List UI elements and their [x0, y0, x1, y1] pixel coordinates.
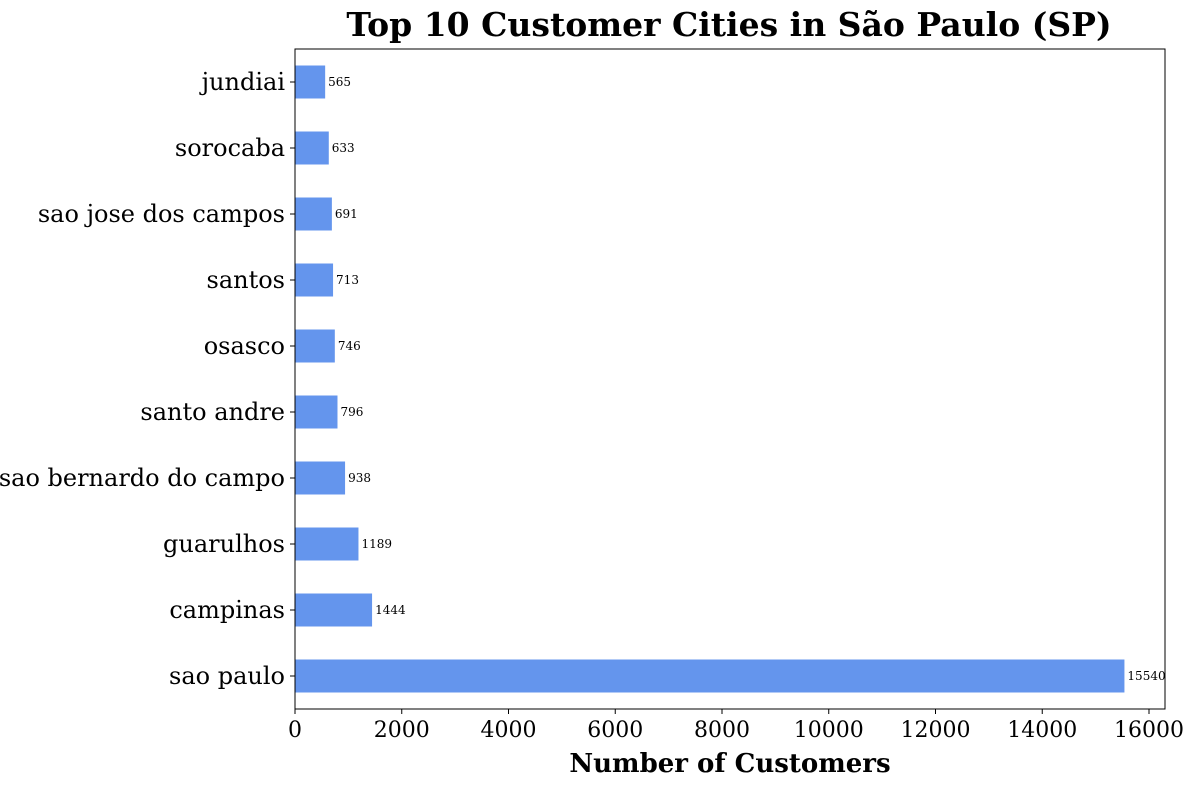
bar-campinas [295, 593, 373, 627]
data-label: 938 [348, 471, 371, 485]
x-tick-label: 16000 [1114, 718, 1184, 743]
y-tick-label: sao bernardo do campo [0, 464, 285, 492]
x-ticks: 0 2000 4000 6000 8000 10000 12000 14000 16000 [288, 709, 1184, 743]
data-label: 691 [335, 207, 358, 221]
x-tick-label: 0 [288, 718, 302, 743]
bars-group [295, 65, 1125, 693]
bar-sao-bernardo-do-campo [295, 461, 346, 495]
x-tick-label: 12000 [900, 718, 970, 743]
bar-sorocaba [295, 131, 329, 165]
bar-jundiai [295, 65, 326, 99]
y-tick-label: santo andre [140, 398, 285, 426]
y-tick-labels: jundiai sorocaba sao jose dos campos santos… [0, 68, 295, 690]
bar-guarulhos [295, 527, 359, 561]
y-tick-label: sorocaba [175, 134, 285, 162]
data-label: 633 [332, 141, 355, 155]
y-tick-label: campinas [169, 596, 285, 624]
x-tick-label: 2000 [374, 718, 430, 743]
data-labels: 565 633 691 713 746 796 938 1189 1444 15540 [328, 75, 1165, 683]
y-tick-label: guarulhos [163, 530, 285, 558]
chart-title: Top 10 Customer Cities in São Paulo (SP) [346, 5, 1111, 44]
x-tick-label: 14000 [1007, 718, 1077, 743]
data-label: 796 [340, 405, 363, 419]
x-tick-label: 6000 [587, 718, 643, 743]
y-tick-label: jundiai [199, 68, 286, 96]
data-label: 746 [338, 339, 361, 353]
x-axis-label: Number of Customers [569, 749, 890, 779]
bar-osasco [295, 329, 335, 363]
data-label: 713 [336, 273, 359, 287]
data-label: 1189 [361, 537, 392, 551]
plot-frame [294, 48, 1166, 710]
bar-sao-jose-dos-campos [295, 197, 332, 231]
data-label: 15540 [1127, 669, 1165, 683]
y-tick-label: sao paulo [169, 662, 285, 690]
y-tick-label: sao jose dos campos [38, 200, 285, 228]
x-tick-label: 4000 [480, 718, 536, 743]
x-tick-label: 10000 [794, 718, 864, 743]
y-tick-label: osasco [204, 332, 285, 360]
data-label: 1444 [375, 603, 406, 617]
x-tick-label: 8000 [694, 718, 750, 743]
data-label: 565 [328, 75, 351, 89]
bar-santos [295, 263, 334, 297]
bar-santo-andre [295, 395, 338, 429]
y-tick-label: santos [207, 266, 286, 294]
bar-sao-paulo [295, 659, 1125, 693]
